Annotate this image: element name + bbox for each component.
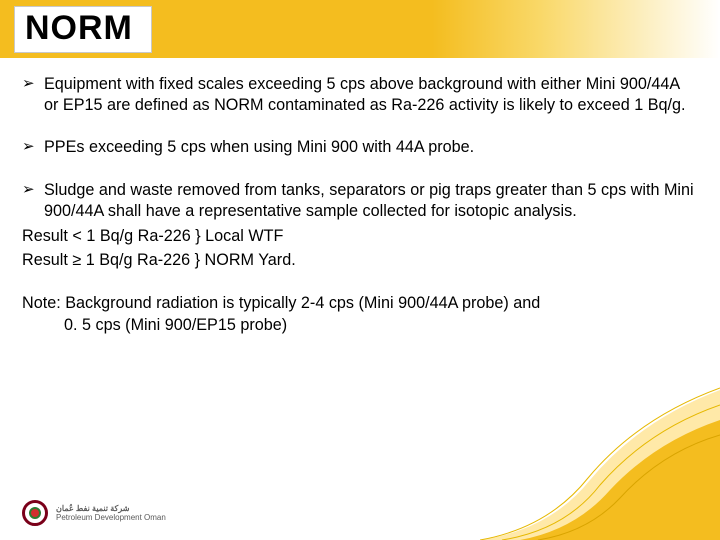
footer: شركة تنمية نفط عُمان Petroleum Developme… [22,500,166,526]
result-block: Result < 1 Bq/g Ra-226 } Local WTF Resul… [22,226,698,272]
result-line: Result ≥ 1 Bq/g Ra-226 } NORM Yard. [22,250,698,272]
note-block: Note: Background radiation is typically … [22,293,698,337]
note-line: 0. 5 cps (Mini 900/EP15 probe) [64,315,698,337]
bullet-item: ➢ Sludge and waste removed from tanks, s… [22,180,698,221]
footer-arabic: شركة تنمية نفط عُمان [56,504,166,513]
bullet-text: Equipment with fixed scales exceeding 5 … [44,74,698,115]
company-logo-icon [22,500,48,526]
bullet-marker-icon: ➢ [22,74,44,115]
logo-inner-icon [29,507,41,519]
footer-english: Petroleum Development Oman [56,513,166,522]
corner-decoration [480,350,720,540]
result-line: Result < 1 Bq/g Ra-226 } Local WTF [22,226,698,248]
bullet-marker-icon: ➢ [22,137,44,158]
bullet-text: Sludge and waste removed from tanks, sep… [44,180,698,221]
bullet-text: PPEs exceeding 5 cps when using Mini 900… [44,137,698,158]
content-area: ➢ Equipment with fixed scales exceeding … [22,74,698,337]
bullet-item: ➢ Equipment with fixed scales exceeding … [22,74,698,115]
page-title: NORM [25,9,133,48]
footer-text: شركة تنمية نفط عُمان Petroleum Developme… [56,504,166,522]
bullet-item: ➢ PPEs exceeding 5 cps when using Mini 9… [22,137,698,158]
bullet-marker-icon: ➢ [22,180,44,221]
title-box: NORM [14,6,152,53]
note-line: Note: Background radiation is typically … [22,293,698,315]
